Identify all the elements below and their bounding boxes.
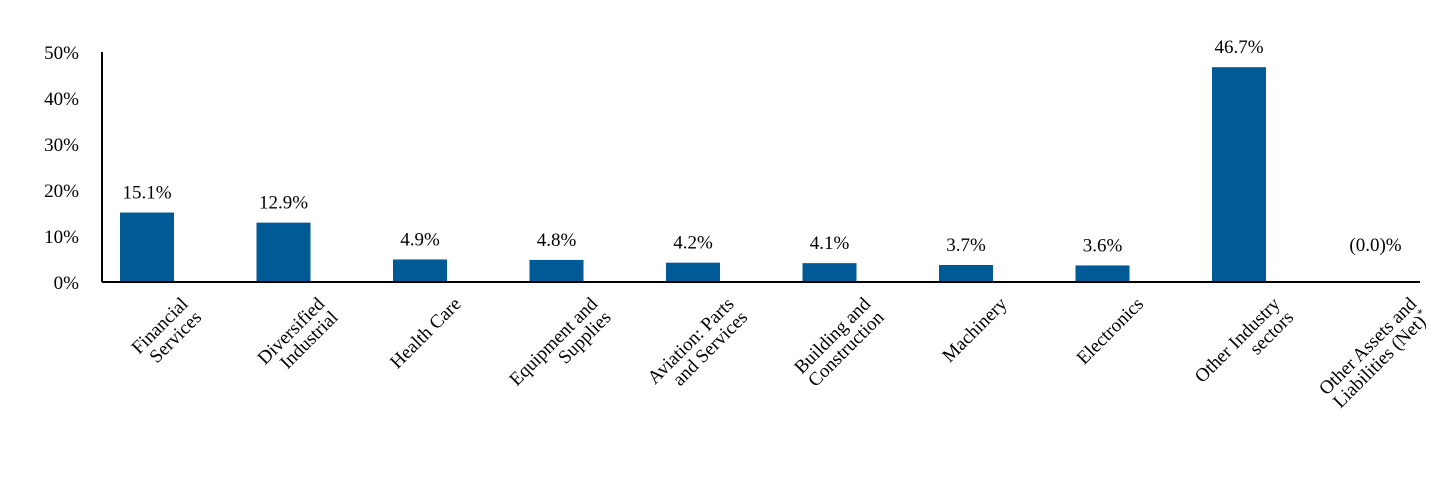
- bar: [393, 259, 447, 282]
- bar: [1075, 265, 1130, 282]
- bar: [666, 262, 720, 282]
- bars: [120, 67, 1266, 283]
- y-tick-label: 40%: [44, 89, 79, 110]
- x-category-label: Other Assets andLiabilities (Net)*: [1315, 293, 1435, 413]
- x-category-label: Machinery: [938, 293, 1011, 366]
- data-label: 4.1%: [810, 233, 850, 254]
- y-axis: 0% 10% 20% 30% 40% 50%: [44, 43, 103, 294]
- bar: [120, 212, 174, 282]
- bar: [939, 264, 993, 282]
- data-labels: 15.1% 12.9% 4.9% 4.8% 4.2% 4.1% 3.7% 3.6% 46.7% (…: [122, 37, 1401, 256]
- y-tick-label: 20%: [44, 181, 79, 202]
- data-label: 3.6%: [1083, 235, 1123, 256]
- bar: [256, 222, 311, 282]
- bar: [802, 263, 857, 282]
- data-label: 46.7%: [1214, 37, 1263, 58]
- x-category-label: Building andConstruction: [790, 293, 888, 391]
- bar: [529, 259, 584, 282]
- y-tick-label: 30%: [44, 135, 79, 156]
- data-label: 15.1%: [122, 183, 171, 204]
- data-label: 4.2%: [673, 233, 713, 254]
- x-category-label: Health Care: [386, 294, 465, 373]
- bar: [1212, 67, 1266, 283]
- x-category-label: Other Industrysectors: [1191, 293, 1298, 400]
- data-label: 4.9%: [400, 229, 440, 250]
- data-label: 4.8%: [537, 230, 577, 251]
- x-category-label: FinancialServices: [128, 294, 206, 372]
- x-category-label: Aviation: Partsand Services: [644, 294, 752, 402]
- x-category-label: DiversifiedIndustrial: [254, 293, 343, 382]
- x-category-label: Electronics: [1073, 294, 1148, 369]
- data-label: 12.9%: [259, 193, 308, 214]
- y-tick-label: 10%: [44, 227, 79, 248]
- data-label: 3.7%: [946, 235, 986, 256]
- y-tick-label: 50%: [44, 43, 79, 64]
- x-axis: FinancialServices DiversifiedIndustrial He…: [102, 281, 1435, 413]
- y-tick-label: 0%: [54, 273, 80, 294]
- x-category-label: Equipment andSupplies: [505, 293, 615, 403]
- data-label: (0.0)%: [1349, 235, 1401, 256]
